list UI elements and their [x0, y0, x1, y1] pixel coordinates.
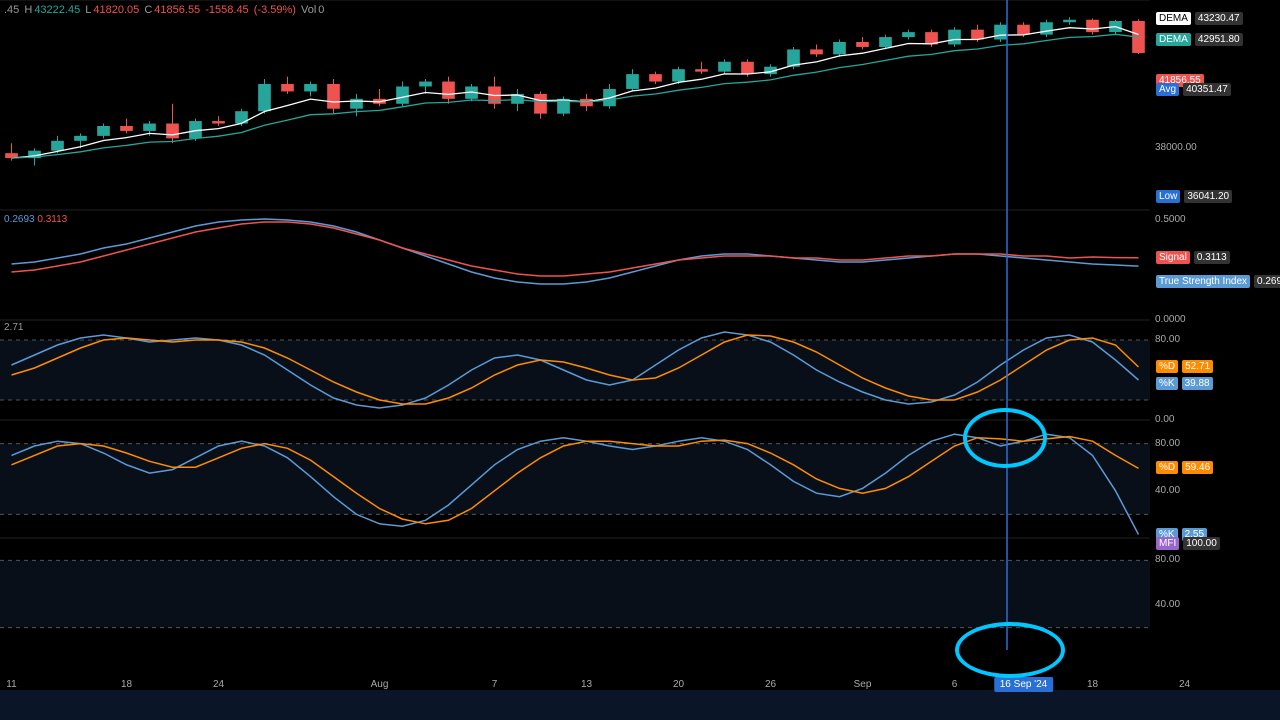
y-tick: 38000.00: [1155, 142, 1197, 153]
tag-mfi: MFI100.00: [1152, 536, 1224, 551]
ohlc-prefix: .45: [4, 4, 19, 16]
x-tick: 13: [581, 679, 592, 690]
x-tick: 7: [492, 679, 498, 690]
y-tick: 0.0000: [1155, 314, 1186, 325]
y-tick: 0.00: [1155, 414, 1174, 425]
ohlc-l-label: L: [85, 4, 91, 16]
tsi-header-v1: 0.2693: [4, 214, 35, 225]
ohlc-pct: (-3.59%): [254, 4, 296, 16]
x-tick: Aug: [371, 679, 389, 690]
y-tick: 80.00: [1155, 554, 1180, 565]
tag-signal: Signal0.3113: [1152, 250, 1234, 265]
ohlc-vol-value: 0: [318, 4, 324, 16]
tag-tsi: True Strength Index0.2693: [1152, 274, 1280, 289]
tag-s1-d: %D52.71: [1152, 359, 1217, 374]
x-tick: 18: [1087, 679, 1098, 690]
tag-dema2: DEMA42951.80: [1152, 32, 1247, 47]
ohlc-c-label: C: [144, 4, 152, 16]
y-tick: 40.00: [1155, 599, 1180, 610]
x-tick: 18: [121, 679, 132, 690]
ohlc-l-value: 41820.05: [93, 4, 139, 16]
ohlc-readout: .45 H43222.45 L41820.05 C41856.55 -1558.…: [4, 4, 326, 16]
y-tick: 80.00: [1155, 334, 1180, 345]
chart-canvas[interactable]: .45 H43222.45 L41820.05 C41856.55 -1558.…: [0, 0, 1150, 690]
ohlc-c-value: 41856.55: [154, 4, 200, 16]
y-tick: 40.00: [1155, 485, 1180, 496]
x-tick: 26: [765, 679, 776, 690]
tag-s1-k: %K39.88: [1152, 376, 1217, 391]
tag-avg: Avg40351.47: [1152, 82, 1235, 97]
chart-svg: [0, 0, 1150, 690]
tag-s2-d: %D59.46: [1152, 460, 1217, 475]
ohlc-vol-label: Vol: [301, 4, 316, 16]
ohlc-h-label: H: [24, 4, 32, 16]
tag-dema1: DEMA43230.47: [1152, 11, 1247, 26]
ohlc-change: -1558.45: [205, 4, 248, 16]
price-axis: [1150, 0, 1280, 690]
app-frame: .45 H43222.45 L41820.05 C41856.55 -1558.…: [0, 0, 1280, 720]
tsi-header: 0.2693 0.3113: [4, 214, 67, 225]
x-tick: Sep: [854, 679, 872, 690]
y-tick: 80.00: [1155, 438, 1180, 449]
x-tick: 11: [6, 679, 16, 690]
x-tick: 20: [673, 679, 684, 690]
y-tick: 0.5000: [1155, 214, 1186, 225]
ohlc-h-value: 43222.45: [34, 4, 80, 16]
x-tick: 24: [1179, 679, 1190, 690]
tag-low: Low36041.20: [1152, 189, 1236, 204]
x-tick: 24: [213, 679, 224, 690]
tsi-header-v2: 0.3113: [37, 214, 67, 225]
stoch1-header: 2.71: [4, 322, 23, 333]
x-tick-highlight: 16 Sep '24: [994, 677, 1054, 692]
x-tick: 6: [952, 679, 958, 690]
